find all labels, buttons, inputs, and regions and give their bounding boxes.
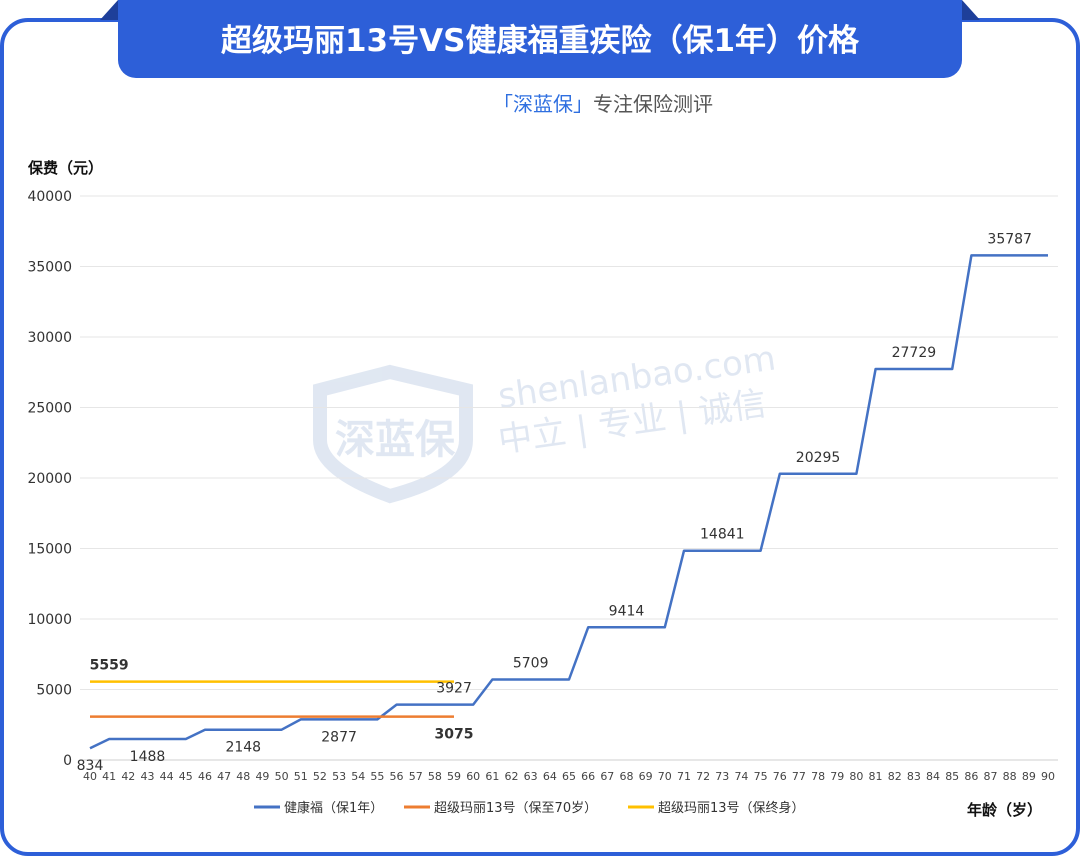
x-tick-63: 63 — [524, 770, 538, 783]
subtitle: 「深蓝保」专注保险测评 — [493, 92, 713, 116]
data-label-834: 834 — [77, 758, 104, 774]
y-tick-5000: 5000 — [36, 683, 72, 699]
legend-item-mario-life: 超级玛丽13号（保终身） — [628, 800, 805, 816]
x-tick-50: 50 — [275, 770, 289, 783]
x-tick-49: 49 — [255, 770, 269, 783]
x-tick-52: 52 — [313, 770, 327, 783]
title-banner: 超级玛丽13号VS健康福重疾险（保1年）价格 — [100, 0, 980, 78]
subtitle-brand: 「深蓝保」 — [493, 92, 593, 116]
x-tick-81: 81 — [869, 770, 883, 783]
data-label-3075: 3075 — [435, 727, 474, 743]
x-tick-66: 66 — [581, 770, 595, 783]
legend: 健康福（保1年） 超级玛丽13号（保至70岁） 超级玛丽13号（保终身） — [254, 800, 805, 816]
y-tick-20000: 20000 — [27, 471, 72, 487]
x-tick-42: 42 — [121, 770, 135, 783]
x-tick-51: 51 — [294, 770, 308, 783]
data-labels: 834 1488 2148 2877 3927 5709 9414 14841 20295 277… — [77, 231, 1032, 774]
x-tick-labels: 40 41 42 43 44 45 46 47 48 49 50 51 52 53 54 55 56 57 58 59… — [83, 770, 1055, 783]
x-tick-62: 62 — [505, 770, 519, 783]
data-label-2877: 2877 — [321, 729, 357, 745]
x-tick-47: 47 — [217, 770, 231, 783]
x-tick-87: 87 — [984, 770, 998, 783]
shield-icon — [313, 364, 473, 504]
chart-title: 超级玛丽13号VS健康福重疾险（保1年）价格 — [221, 23, 860, 59]
x-tick-83: 83 — [907, 770, 921, 783]
x-tick-40: 40 — [83, 770, 97, 783]
data-label-20295: 20295 — [796, 450, 841, 466]
series-jiankangfu-line — [89, 254, 1048, 750]
legend-item-jiankangfu: 健康福（保1年） — [254, 800, 383, 816]
x-tick-69: 69 — [639, 770, 653, 783]
x-tick-73: 73 — [715, 770, 729, 783]
legend-item-mario-70: 超级玛丽13号（保至70岁） — [404, 801, 597, 816]
x-tick-57: 57 — [409, 770, 423, 783]
x-tick-53: 53 — [332, 770, 346, 783]
x-tick-86: 86 — [964, 770, 978, 783]
x-tick-44: 44 — [160, 770, 174, 783]
y-axis-title: 保费（元） — [27, 159, 103, 177]
y-tick-35000: 35000 — [27, 260, 72, 276]
data-label-14841: 14841 — [700, 527, 745, 543]
x-tick-58: 58 — [428, 770, 442, 783]
x-tick-60: 60 — [466, 770, 480, 783]
data-label-35787: 35787 — [987, 231, 1032, 247]
y-tick-30000: 30000 — [27, 330, 72, 346]
series-layer — [89, 254, 1048, 750]
x-tick-84: 84 — [926, 770, 940, 783]
x-tick-59: 59 — [447, 770, 461, 783]
x-tick-77: 77 — [792, 770, 806, 783]
x-tick-56: 56 — [390, 770, 404, 783]
x-tick-85: 85 — [945, 770, 959, 783]
legend-label-mario-70: 超级玛丽13号（保至70岁） — [434, 801, 597, 816]
x-tick-70: 70 — [658, 770, 672, 783]
data-label-1488: 1488 — [130, 749, 166, 765]
x-tick-41: 41 — [102, 770, 116, 783]
y-tick-15000: 15000 — [27, 542, 72, 558]
x-tick-89: 89 — [1022, 770, 1036, 783]
x-tick-75: 75 — [754, 770, 768, 783]
x-tick-79: 79 — [830, 770, 844, 783]
x-tick-65: 65 — [562, 770, 576, 783]
x-tick-48: 48 — [236, 770, 250, 783]
x-tick-54: 54 — [351, 770, 365, 783]
x-tick-74: 74 — [734, 770, 748, 783]
x-tick-67: 67 — [600, 770, 614, 783]
x-tick-78: 78 — [811, 770, 825, 783]
x-tick-82: 82 — [888, 770, 902, 783]
x-tick-64: 64 — [543, 770, 557, 783]
x-tick-43: 43 — [140, 770, 154, 783]
watermark-logo-text: 深蓝保 — [335, 417, 456, 463]
data-label-9414: 9414 — [609, 603, 645, 619]
x-tick-76: 76 — [773, 770, 787, 783]
x-tick-88: 88 — [1003, 770, 1017, 783]
data-label-3927: 3927 — [436, 681, 472, 697]
x-tick-61: 61 — [485, 770, 499, 783]
x-tick-90: 90 — [1041, 770, 1055, 783]
y-tick-25000: 25000 — [27, 401, 72, 417]
legend-label-mario-life: 超级玛丽13号（保终身） — [658, 800, 805, 816]
grid-layer — [80, 195, 1058, 761]
x-tick-55: 55 — [370, 770, 384, 783]
data-label-5559: 5559 — [90, 658, 129, 674]
subtitle-tagline: 专注保险测评 — [593, 92, 713, 116]
y-tick-0: 0 — [63, 753, 72, 769]
x-tick-71: 71 — [677, 770, 691, 783]
legend-label-jiankangfu: 健康福（保1年） — [284, 800, 383, 816]
x-tick-45: 45 — [179, 770, 193, 783]
y-tick-40000: 40000 — [27, 189, 72, 205]
x-tick-68: 68 — [619, 770, 633, 783]
y-tick-labels: 0 5000 10000 15000 20000 25000 30000 35000 40000 — [27, 189, 72, 769]
data-label-27729: 27729 — [892, 345, 937, 361]
data-label-2148: 2148 — [225, 740, 261, 756]
x-tick-72: 72 — [696, 770, 710, 783]
x-tick-80: 80 — [849, 770, 863, 783]
x-axis-title: 年龄（岁） — [967, 801, 1042, 819]
data-label-5709: 5709 — [513, 656, 549, 672]
x-tick-46: 46 — [198, 770, 212, 783]
y-tick-10000: 10000 — [27, 612, 72, 628]
